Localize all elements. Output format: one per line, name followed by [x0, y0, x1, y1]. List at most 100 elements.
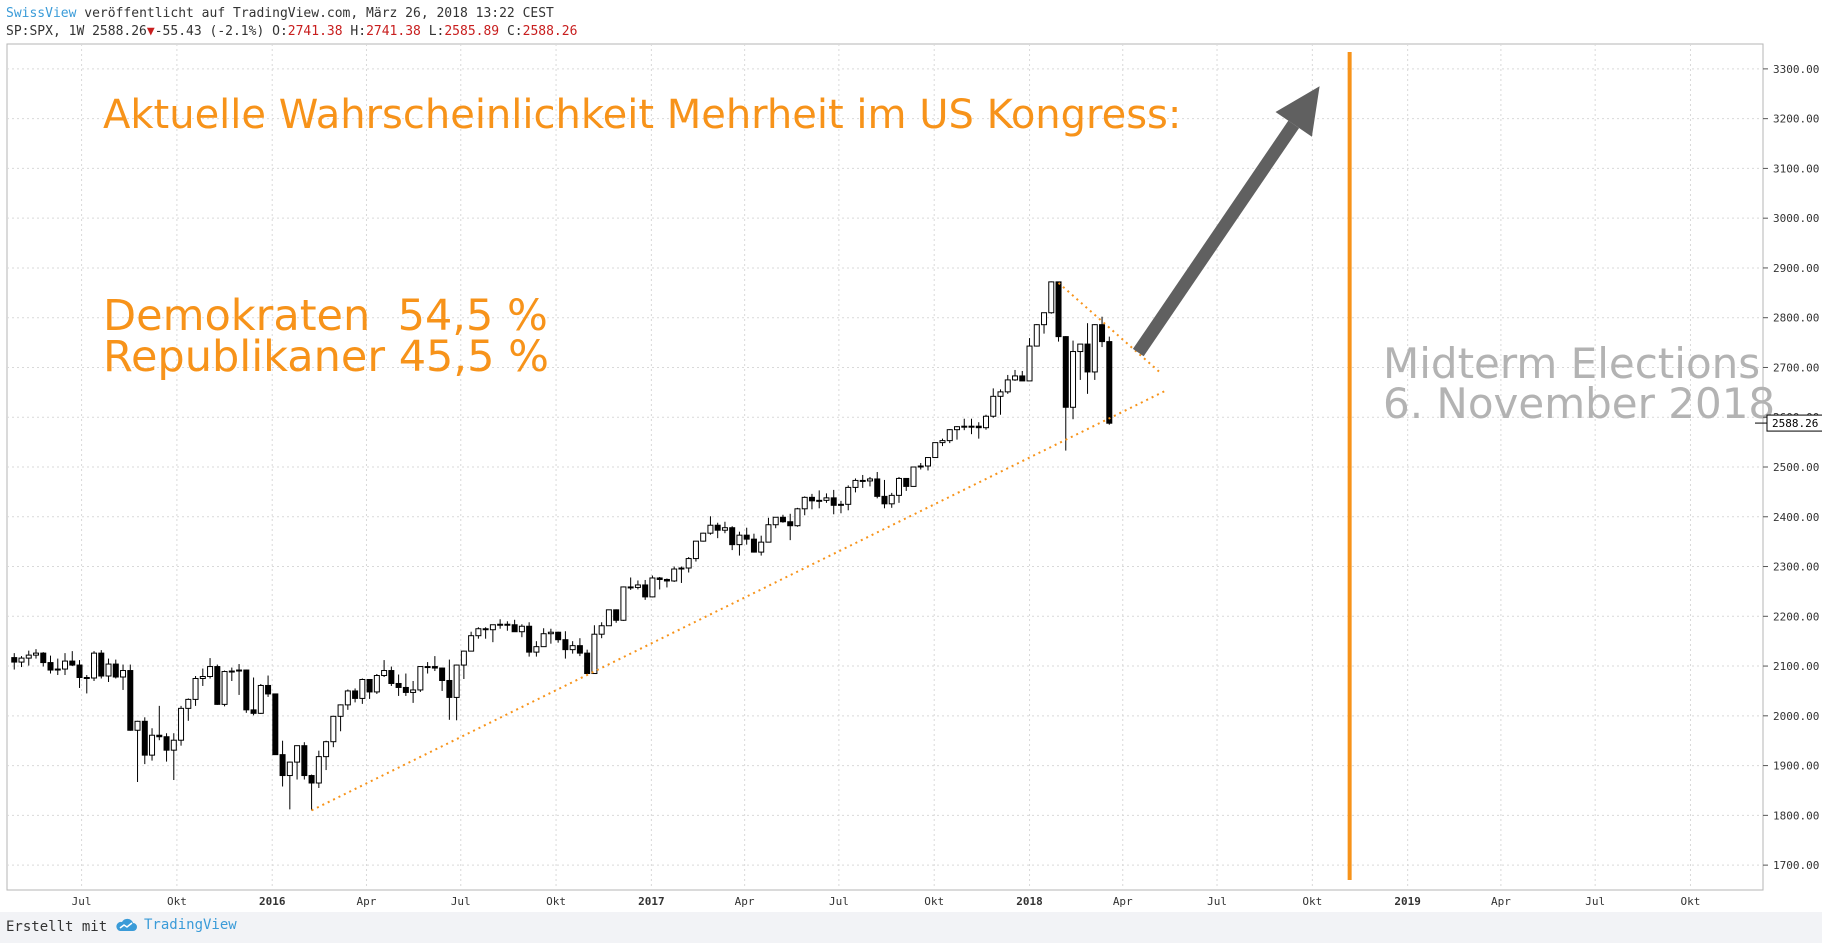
candle-up	[946, 429, 953, 442]
candle-down	[555, 631, 562, 641]
candle-up	[489, 624, 496, 631]
candle-down	[388, 670, 395, 684]
candle-up	[424, 666, 431, 669]
candle-up	[497, 623, 504, 626]
x-tick-label: Apr	[735, 895, 755, 908]
x-tick-label: Apr	[1113, 895, 1133, 908]
candle-up	[62, 660, 69, 670]
candle-up	[605, 609, 612, 627]
candle-up	[758, 541, 765, 553]
y-tick-label: 1900.00	[1773, 760, 1819, 773]
candle-up	[794, 508, 801, 527]
last-price-label: 2588.26	[1772, 417, 1818, 430]
candle-up	[1004, 379, 1011, 393]
arrow-shaft	[1132, 120, 1300, 357]
chart-canvas[interactable]: Aktuelle Wahrscheinlichkeit Mehrheit im …	[0, 0, 1822, 912]
candle-down	[562, 639, 569, 651]
candle-down	[156, 734, 163, 738]
tradingview-label: TradingView	[144, 917, 237, 933]
candle-down	[214, 666, 221, 705]
candle-up	[620, 586, 627, 621]
candle-up	[924, 457, 931, 467]
candle-down	[1055, 281, 1062, 338]
candle-up	[134, 720, 141, 731]
candle-down	[656, 577, 663, 580]
candle-up	[1077, 343, 1084, 353]
author-link[interactable]: SwissView	[6, 6, 77, 21]
x-tick-label: Okt	[1681, 895, 1701, 908]
candle-up	[983, 415, 990, 429]
tradingview-link[interactable]: TradingView	[114, 917, 237, 933]
candle-up	[801, 496, 808, 510]
x-tick-label: Jul	[1585, 895, 1605, 908]
high-value: 2741.38	[366, 24, 421, 39]
x-tick-label: Jul	[829, 895, 849, 908]
candle-up	[105, 663, 112, 677]
y-tick-label: 2700.00	[1773, 361, 1819, 374]
candle-down	[40, 652, 47, 664]
candle-up	[330, 715, 337, 743]
candle-down	[663, 578, 670, 582]
event-label-line2: 6. November 2018	[1383, 379, 1775, 428]
candle-up	[540, 633, 547, 648]
candle-down	[439, 667, 446, 681]
candle-down	[395, 682, 402, 688]
x-tick-label: Apr	[357, 895, 377, 908]
candle-down	[808, 496, 815, 502]
time-axis[interactable]: Jul Okt 2016 Apr Jul Okt 2017 Apr Jul Okt 2018 Apr J…	[72, 895, 1701, 908]
candle-down	[243, 669, 250, 711]
candle-up	[25, 654, 32, 659]
candle-down	[308, 775, 315, 784]
candle-up	[736, 534, 743, 546]
republicans-probability: Republikaner 45,5 %	[103, 332, 549, 382]
candle-up	[1091, 324, 1098, 373]
candle-up	[968, 425, 975, 428]
candle-up	[453, 664, 460, 698]
candle-down	[83, 677, 90, 680]
candle-up	[207, 666, 214, 678]
candle-up	[671, 568, 678, 582]
candle-up	[381, 670, 388, 677]
candle-down	[47, 662, 54, 671]
x-tick-label: Okt	[1302, 895, 1322, 908]
chart-grid	[6, 43, 1764, 891]
candle-down	[69, 660, 76, 666]
close-value: 2588.26	[522, 24, 578, 39]
trendline	[311, 388, 1168, 812]
candle-down	[779, 516, 786, 523]
candle-up	[120, 670, 127, 678]
candle-down	[787, 521, 794, 527]
candle-down	[76, 664, 83, 679]
candle-up	[823, 497, 830, 501]
candle-up	[765, 524, 772, 543]
candle-down	[613, 609, 620, 621]
open-label: O:	[272, 24, 288, 39]
candle-up	[939, 440, 946, 444]
candle-down	[482, 628, 489, 631]
candle-down	[1106, 341, 1113, 424]
candles-layer	[11, 281, 1113, 811]
y-tick-label: 2000.00	[1773, 710, 1819, 723]
footer-bar: Erstellt mit TradingView	[0, 912, 1822, 943]
y-tick-label: 1700.00	[1773, 859, 1819, 872]
candle-up	[649, 577, 656, 598]
x-tick-label: Apr	[1491, 895, 1511, 908]
candle-down	[881, 495, 888, 505]
candle-down	[1062, 336, 1069, 408]
candle-down	[511, 624, 518, 633]
candle-up	[547, 631, 554, 635]
y-tick-label: 3300.00	[1773, 63, 1819, 76]
y-tick-label: 3000.00	[1773, 212, 1819, 225]
candle-up	[323, 741, 330, 758]
candle-up	[634, 584, 641, 588]
low-label: L:	[428, 24, 445, 39]
price-axis[interactable]: 1700.00 1800.00 1900.00 2000.00 2100.00 2200.…	[1755, 63, 1822, 872]
candle-up	[845, 486, 852, 505]
candle-up	[1048, 281, 1055, 314]
candle-down	[584, 652, 591, 675]
candle-up	[257, 684, 264, 714]
candle-down	[1084, 343, 1091, 373]
candle-up	[598, 625, 605, 635]
candle-down	[112, 663, 119, 678]
candle-up	[910, 466, 917, 487]
